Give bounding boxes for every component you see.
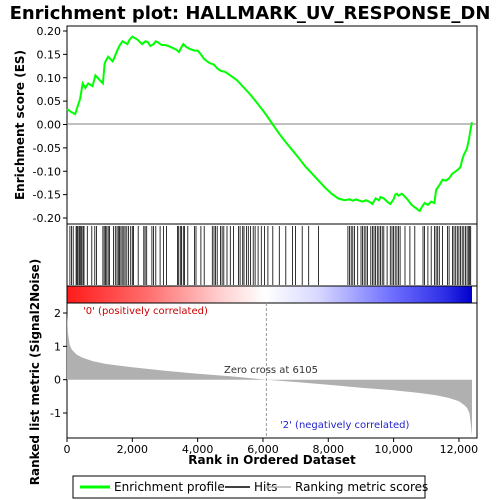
- hits-panel: [66, 223, 478, 287]
- es-y-tick-label: -0.05: [33, 142, 61, 155]
- enrichment-profile-line: [66, 35, 473, 213]
- positive-correlation-label: '0' (positively correlated): [83, 306, 208, 317]
- es-y-tick-label: 0.20: [37, 25, 62, 38]
- metric-y-axis: 2 1 0 -1: [50, 307, 67, 420]
- x-tick-label: 6,000: [247, 443, 279, 456]
- zero-cross-label: Zero cross at 6105: [224, 365, 318, 376]
- metric-y-tick-label: 2: [54, 307, 61, 320]
- es-panel: 0.20 0.15 0.10 0.05 0.00 -0.05 -0.10 -0.15 -0.20…: [13, 25, 478, 225]
- metric-y-axis-label: Ranked list metric (Signal2Noise): [28, 259, 42, 486]
- es-y-axis-label: Enrichment score (ES): [13, 50, 27, 200]
- ranking-metric-area: [67, 313, 472, 437]
- es-y-tick-label: 0.15: [37, 48, 62, 61]
- es-y-tick-label: 0.05: [37, 95, 62, 108]
- x-tick-label: 10,000: [374, 443, 413, 456]
- metric-y-tick-label: -1: [50, 407, 61, 420]
- metric-y-tick-label: 0: [54, 374, 61, 387]
- x-tick-label: 0: [64, 443, 71, 456]
- x-axis: 0 2,000 4,000 6,000 8,000 10,000 12,000: [64, 438, 479, 456]
- es-y-tick-label: 0.10: [37, 72, 62, 85]
- legend-label-metric: Ranking metric scores: [295, 480, 428, 494]
- es-y-axis: 0.20 0.15 0.10 0.05 0.00 -0.05 -0.10 -0.15 -0.20: [33, 25, 67, 225]
- legend: Enrichment profile Hits Ranking metric s…: [72, 475, 428, 499]
- x-axis-label: Rank in Ordered Dataset: [188, 453, 356, 467]
- hit-marks: [69, 226, 472, 285]
- x-tick-label: 4,000: [182, 443, 214, 456]
- x-tick-label: 12,000: [440, 443, 479, 456]
- legend-label-hits: Hits: [254, 480, 277, 494]
- x-tick-label: 2,000: [117, 443, 149, 456]
- hits-frame: [66, 223, 478, 287]
- legend-label-profile: Enrichment profile: [114, 480, 225, 494]
- negative-correlation-label: '2' (negatively correlated): [280, 420, 409, 431]
- x-tick-label: 8,000: [313, 443, 345, 456]
- metric-panel: 210-1 0 2,000 4,000 6,000 8,000 10,000 12,000 …: [28, 259, 478, 486]
- es-y-tick-label: -0.10: [33, 165, 61, 178]
- rank-heatmap: [66, 285, 478, 304]
- metric-y-tick-label: 1: [54, 340, 61, 353]
- es-y-tick-label: -0.20: [33, 212, 61, 225]
- es-y-tick-label: 0.00: [37, 119, 62, 132]
- es-y-tick-label: -0.15: [33, 189, 61, 202]
- rank-heatmap-bar: [67, 286, 472, 303]
- chart-title: Enrichment plot: HALLMARK_UV_RESPONSE_DN: [10, 3, 491, 24]
